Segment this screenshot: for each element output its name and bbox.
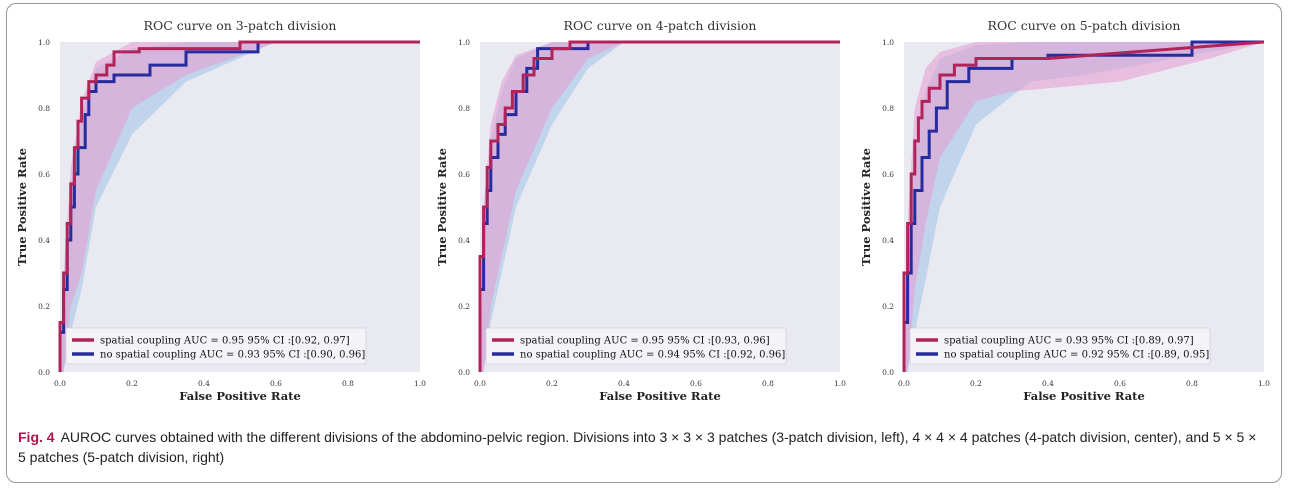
x-axis-label: False Positive Rate — [179, 389, 301, 403]
roc-panel-4: ROC curve on 4-patch division 0.0 0.2 0.4 0.… — [434, 10, 848, 425]
x-tick-label: 0.8 — [342, 379, 354, 388]
y-axis-label: True Positive Rate — [15, 148, 29, 266]
legend-label: no spatial coupling AUC = 0.93 95% CI :[… — [100, 350, 365, 361]
x-tick-label: 0.2 — [546, 379, 558, 388]
x-tick-label: 0.0 — [898, 379, 910, 388]
x-tick-label: 1.0 — [1258, 379, 1270, 388]
y-tick-label: 0.2 — [38, 302, 50, 311]
x-tick-label: 0.4 — [198, 379, 210, 388]
x-tick-label: 0.0 — [474, 379, 486, 388]
chart-title: ROC curve on 3-patch division — [144, 18, 337, 33]
x-tick-label: 0.8 — [1186, 379, 1198, 388]
legend-label: spatial coupling AUC = 0.95 95% CI :[0.9… — [100, 336, 350, 347]
y-tick-label: 0.8 — [458, 104, 470, 113]
roc-chart-svg: ROC curve on 4-patch division 0.0 0.2 0.4 0.… — [434, 10, 848, 425]
figure-caption: Fig. 4 AUROC curves obtained with the dif… — [18, 427, 1268, 467]
roc-panel-5: ROC curve on 5-patch division 0.0 0.2 0.4 0.… — [858, 10, 1272, 425]
y-tick-label: 0.0 — [458, 368, 470, 377]
legend-label: no spatial coupling AUC = 0.92 95% CI :[… — [944, 350, 1209, 361]
y-tick-label: 1.0 — [38, 38, 50, 47]
legend-label: spatial coupling AUC = 0.93 95% CI :[0.8… — [944, 336, 1194, 347]
x-tick-label: 0.4 — [618, 379, 630, 388]
roc-chart-svg: ROC curve on 5-patch division 0.0 0.2 0.4 0.… — [858, 10, 1272, 425]
y-tick-label: 1.0 — [458, 38, 470, 47]
x-tick-label: 0.6 — [1114, 379, 1126, 388]
y-tick-label: 0.0 — [38, 368, 50, 377]
figure-label: Fig. 4 — [18, 429, 55, 445]
legend-label: spatial coupling AUC = 0.95 95% CI :[0.9… — [520, 336, 770, 347]
y-tick-label: 0.4 — [38, 236, 50, 245]
roc-panel-3: ROC curve on 3-patch division 0.0 0.2 0.4 0.… — [14, 10, 428, 425]
x-axis-label: False Positive Rate — [1023, 389, 1145, 403]
y-tick-label: 0.8 — [882, 104, 894, 113]
y-tick-label: 0.6 — [458, 170, 470, 179]
y-tick-label: 0.4 — [458, 236, 470, 245]
y-tick-label: 0.4 — [882, 236, 894, 245]
x-tick-label: 1.0 — [834, 379, 846, 388]
y-tick-label: 0.6 — [38, 170, 50, 179]
x-tick-label: 0.0 — [54, 379, 66, 388]
y-tick-label: 0.2 — [882, 302, 894, 311]
y-tick-label: 1.0 — [882, 38, 894, 47]
y-axis-label: True Positive Rate — [859, 148, 873, 266]
y-axis-label: True Positive Rate — [435, 148, 449, 266]
y-tick-label: 0.0 — [882, 368, 894, 377]
roc-chart-svg: ROC curve on 3-patch division 0.0 0.2 0.4 0.… — [14, 10, 428, 425]
x-tick-label: 0.6 — [690, 379, 702, 388]
caption-text: AUROC curves obtained with the different… — [18, 429, 1256, 465]
x-tick-label: 0.8 — [762, 379, 774, 388]
y-tick-label: 0.2 — [458, 302, 470, 311]
x-axis-label: False Positive Rate — [599, 389, 721, 403]
x-tick-label: 0.2 — [970, 379, 982, 388]
chart-title: ROC curve on 4-patch division — [564, 18, 757, 33]
x-tick-label: 0.2 — [126, 379, 138, 388]
chart-title: ROC curve on 5-patch division — [988, 18, 1181, 33]
x-tick-label: 0.6 — [270, 379, 282, 388]
y-tick-label: 0.6 — [882, 170, 894, 179]
x-tick-label: 0.4 — [1042, 379, 1054, 388]
y-tick-label: 0.8 — [38, 104, 50, 113]
legend-label: no spatial coupling AUC = 0.94 95% CI :[… — [520, 350, 785, 361]
x-tick-label: 1.0 — [414, 379, 426, 388]
